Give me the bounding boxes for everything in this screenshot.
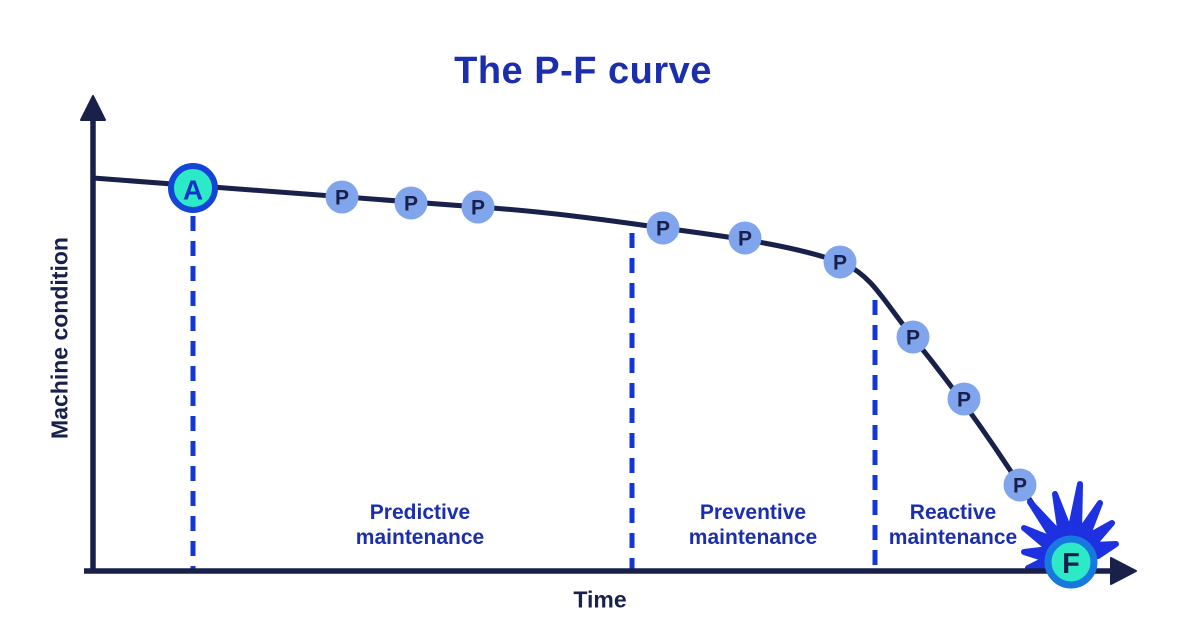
p-marker: P: [394, 186, 428, 220]
x-axis-label: Time: [573, 586, 627, 613]
point-a-circle: [168, 163, 218, 213]
p-marker: P: [325, 180, 359, 214]
point-a-marker: A: [168, 163, 218, 213]
p-marker-circle: [461, 190, 495, 224]
pf-degradation-curve: [90, 175, 1074, 563]
p-marker-circle: [646, 211, 680, 245]
p-markers-layer: P P P P P P P P P: [325, 180, 1037, 502]
p-marker: P: [823, 245, 857, 279]
p-marker-circle: [1003, 468, 1037, 502]
p-marker-label: P: [738, 228, 752, 251]
y-axis-arrowhead-icon: [80, 95, 106, 121]
p-marker-label: P: [906, 327, 920, 350]
p-marker: P: [1003, 468, 1037, 502]
p-marker: P: [947, 382, 981, 416]
p-marker-label: P: [656, 218, 670, 241]
page-title: The P-F curve: [454, 50, 712, 92]
p-marker-label: P: [1013, 475, 1027, 498]
p-marker-circle: [947, 382, 981, 416]
p-marker-circle: [325, 180, 359, 214]
p-marker-label: P: [471, 197, 485, 220]
point-a-label: A: [183, 175, 203, 206]
zone-label-preventive: Preventive maintenance: [688, 501, 818, 549]
zone-label-reactive: Reactive maintenance: [888, 501, 1018, 549]
x-axis-arrowhead-icon: [1110, 557, 1137, 585]
point-f-circle: [1044, 535, 1098, 589]
p-marker-circle: [394, 186, 428, 220]
point-f-marker: F: [1044, 535, 1098, 589]
p-marker-label: P: [335, 187, 349, 210]
zone-label-predictive: Predictive maintenance: [355, 501, 485, 549]
p-marker-label: P: [833, 252, 847, 275]
point-f-label: F: [1062, 548, 1080, 580]
p-marker-label: P: [404, 193, 418, 216]
p-marker: P: [646, 211, 680, 245]
p-marker: P: [461, 190, 495, 224]
p-marker-circle: [728, 221, 762, 255]
failure-explosion-icon: [1021, 481, 1119, 571]
p-marker-label: P: [957, 389, 971, 412]
p-marker: P: [728, 221, 762, 255]
p-marker-circle: [823, 245, 857, 279]
p-marker: P: [896, 320, 930, 354]
p-marker-circle: [896, 320, 930, 354]
